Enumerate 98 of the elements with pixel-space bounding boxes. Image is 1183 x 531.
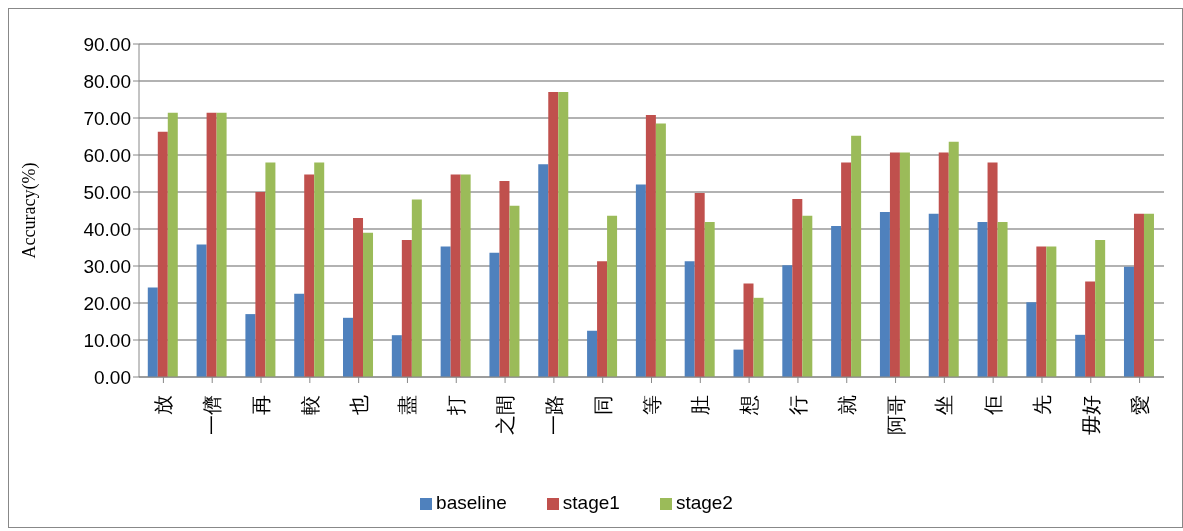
x-tick-label: 佢 [981, 395, 1006, 415]
bar [294, 293, 305, 377]
x-tick-label: 坐 [932, 395, 957, 415]
bar [802, 215, 813, 377]
bar [635, 184, 646, 377]
bar [363, 232, 374, 377]
bar [1046, 246, 1057, 377]
bar [645, 115, 656, 377]
bar [255, 192, 266, 377]
y-tick-label: 10.00 [83, 329, 131, 351]
x-tick-label: 較 [297, 395, 322, 415]
bar [245, 314, 256, 377]
bar [841, 162, 852, 377]
x-tick-label: 打 [444, 395, 469, 416]
bar [440, 246, 451, 377]
bar [899, 152, 910, 377]
y-axis-title: Accuracy(%) [19, 162, 41, 259]
bar [733, 349, 744, 377]
y-tick-label: 40.00 [83, 218, 131, 240]
x-tick-label: 先 [1029, 395, 1054, 415]
bar [157, 131, 168, 377]
bar [997, 221, 1008, 377]
bar [391, 335, 402, 377]
y-tick-label: 30.00 [83, 255, 131, 277]
legend-label: stage1 [562, 492, 620, 513]
x-tick-label: 毋好 [1078, 395, 1103, 435]
bar [928, 213, 939, 377]
bar [489, 252, 500, 377]
bar [265, 162, 276, 377]
bar [607, 215, 618, 377]
bar [1036, 246, 1047, 377]
bar [987, 162, 998, 377]
bar [938, 152, 949, 377]
bar [879, 211, 890, 377]
bar [1143, 213, 1154, 377]
x-tick-label: 同 [590, 395, 615, 415]
bar [314, 162, 325, 377]
bar [655, 123, 666, 377]
bar [206, 112, 217, 377]
y-tick-label: 0.00 [94, 366, 131, 388]
bar [216, 112, 227, 377]
bar [851, 135, 862, 377]
bar [948, 141, 959, 377]
y-tick-label: 60.00 [83, 144, 131, 166]
x-tick-label: 盡 [395, 395, 420, 415]
bar [792, 199, 803, 377]
bar [684, 261, 695, 377]
bar [694, 193, 705, 377]
bar [167, 112, 178, 377]
bar [401, 240, 412, 377]
bar [977, 221, 988, 377]
x-tick-label: 也 [346, 395, 371, 415]
bar [1085, 281, 1096, 377]
bar [499, 180, 510, 377]
y-tick-label: 90.00 [83, 33, 131, 55]
bar [548, 92, 559, 377]
bar [1026, 302, 1037, 377]
bar [304, 174, 315, 377]
x-tick-label: 想 [737, 395, 762, 416]
x-tick-label: 一路 [541, 395, 566, 435]
bar [558, 92, 569, 377]
bar [411, 199, 422, 377]
bar [353, 217, 364, 377]
bar [743, 283, 754, 377]
bar [450, 174, 461, 377]
bar [704, 221, 715, 377]
x-tick-label: 之間 [493, 395, 518, 435]
bar [782, 265, 793, 377]
bar [196, 244, 207, 377]
bar [1075, 334, 1086, 377]
x-tick-label: 愛 [1127, 395, 1152, 415]
bar [597, 261, 608, 377]
bar [1133, 213, 1144, 377]
y-tick-label: 80.00 [83, 70, 131, 92]
bar [753, 297, 764, 377]
bar [1123, 266, 1134, 377]
x-tick-label: 再 [249, 395, 274, 415]
bar [509, 205, 520, 377]
bar [587, 330, 598, 377]
bar [460, 174, 471, 377]
bar [831, 226, 842, 377]
x-tick-label: 行 [785, 395, 810, 415]
bar [538, 164, 549, 377]
bar [1095, 240, 1106, 377]
bar [343, 317, 354, 377]
x-tick-label: 一儕 [200, 395, 225, 435]
bar [889, 152, 900, 377]
y-tick-label: 70.00 [83, 107, 131, 129]
y-tick-label: 50.00 [83, 181, 131, 203]
x-tick-label: 等 [639, 395, 664, 415]
x-tick-label: 放 [151, 395, 176, 415]
legend-label: stage2 [675, 492, 733, 513]
legend-label: baseline [436, 492, 507, 513]
x-tick-label: 肚 [688, 395, 713, 415]
y-tick-label: 20.00 [83, 292, 131, 314]
bar [147, 287, 158, 377]
x-tick-label: 就 [834, 395, 859, 415]
x-tick-label: 阿哥 [883, 395, 908, 435]
